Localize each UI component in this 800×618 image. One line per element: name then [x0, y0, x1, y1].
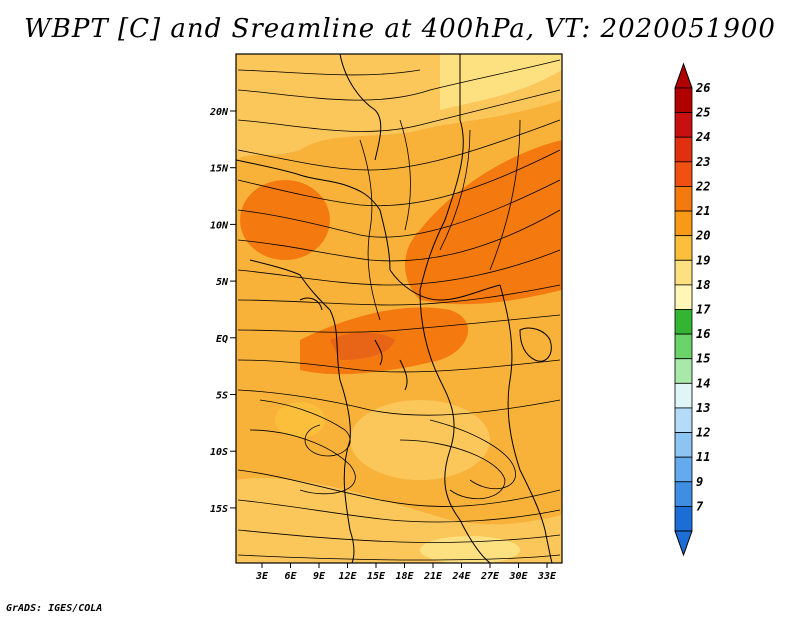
colorbar-segment — [674, 136, 693, 163]
colorbar-label: 16 — [696, 327, 710, 341]
lon-label: 24E — [451, 571, 471, 582]
lon-label: 6E — [284, 571, 297, 582]
colorbar-label: 14 — [696, 376, 710, 390]
lat-label: 20N — [209, 107, 229, 118]
map-title: WBPT [C] and Sreamline at 400hPa, VT: 20… — [24, 14, 776, 44]
colorbar-label: 23 — [695, 155, 710, 169]
colorbar-label: 20 — [695, 229, 710, 243]
colorbar: 26 25 24 23 22 21 20 19 18 17 16 15 14 13 12 11 9 7 — [674, 62, 711, 557]
colorbar-segment — [674, 186, 693, 212]
colorbar-bottom-arrow — [674, 530, 693, 557]
lon-label: 9E — [313, 571, 326, 582]
map-frame — [235, 53, 563, 564]
colorbar-top-arrow — [674, 62, 693, 89]
longitude-axis: 3E 6E 9E 12E 15E 18E 21E 24E 27E 30E 33E — [255, 563, 557, 582]
colorbar-label: 12 — [696, 426, 710, 440]
lon-label: 21E — [423, 571, 443, 582]
lat-label: 10S — [210, 447, 228, 458]
colorbar-label: 15 — [696, 352, 710, 366]
colorbar-label: 21 — [695, 204, 710, 218]
lon-label: 15E — [367, 571, 386, 582]
streamlines — [237, 59, 561, 561]
country-borders — [236, 54, 553, 563]
lat-label: 10N — [210, 220, 229, 231]
colorbar-label: 11 — [696, 450, 710, 464]
colorbar-label: 17 — [696, 303, 711, 317]
colorbar-label: 9 — [696, 475, 703, 489]
latitude-axis: 20N 15N 10N 5N EQ 5S 10S 15S — [209, 107, 236, 515]
lon-label: 33E — [537, 571, 557, 582]
colorbar-segment — [674, 333, 693, 360]
lon-label: 27E — [480, 571, 500, 582]
colorbar-label: 22 — [695, 179, 710, 193]
colorbar-segment — [674, 112, 693, 138]
colorbar-segment — [674, 481, 693, 507]
colorbar-segment — [674, 505, 693, 532]
lat-label: 15N — [210, 164, 229, 175]
wbpt-shading — [236, 54, 562, 563]
colorbar-segment — [674, 456, 693, 483]
colorbar-label: 25 — [695, 106, 710, 120]
colorbar-segment — [674, 432, 693, 458]
lat-label: 5S — [216, 391, 228, 402]
colorbar-segment — [674, 309, 693, 335]
colorbar-label: 24 — [695, 130, 710, 144]
colorbar-segment — [674, 210, 693, 237]
colorbar-segment — [674, 259, 693, 286]
colorbar-segment — [674, 358, 693, 384]
colorbar-label: 19 — [696, 253, 710, 267]
lon-label: 12E — [338, 571, 357, 582]
colorbar-label: 13 — [696, 401, 710, 415]
colorbar-label: 18 — [696, 278, 710, 292]
colorbar-segment — [674, 87, 693, 114]
lat-label: EQ — [216, 334, 228, 345]
lat-label: 15S — [210, 504, 228, 515]
colorbar-segment — [674, 235, 693, 261]
colorbar-segment — [674, 161, 693, 187]
lat-label: 5N — [216, 277, 229, 288]
lon-label: 30E — [508, 571, 528, 582]
lon-label: 18E — [395, 571, 414, 582]
colorbar-segment — [674, 284, 693, 310]
colorbar-segment — [674, 382, 693, 409]
footer-credit: GrADS: IGES/COLA — [6, 603, 103, 614]
lon-label: 3E — [255, 571, 269, 582]
colorbar-label: 26 — [695, 81, 710, 95]
colorbar-label: 7 — [696, 499, 704, 513]
colorbar-segment — [674, 407, 693, 433]
